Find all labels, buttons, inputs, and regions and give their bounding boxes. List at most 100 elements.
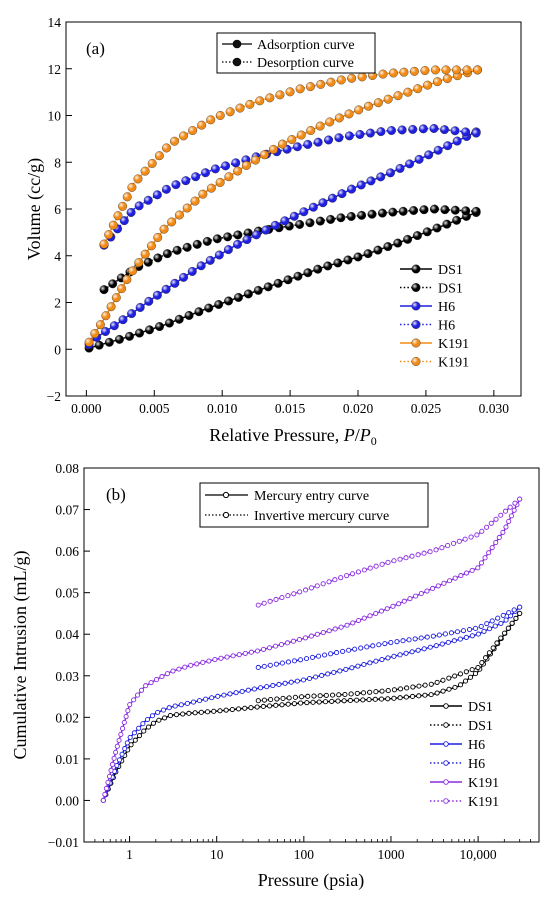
series-point-b-2: [258, 685, 264, 691]
series-point-b-0: [403, 694, 409, 700]
y-tick-label-b-8: 0.07: [55, 503, 79, 518]
series-point-b-3: [328, 651, 334, 657]
x-tick-label-a-5: 0.025: [411, 401, 442, 416]
series-point-b-2: [492, 623, 498, 629]
y-tick-label-a-2: 2: [54, 296, 61, 311]
series-point-shine-a-4: [224, 172, 234, 182]
series-point-b-2: [481, 628, 487, 634]
series-point-b-4: [302, 635, 308, 641]
series-point-b-2: [463, 634, 469, 640]
series-point-b-2: [116, 757, 123, 763]
series-point-shine-a-5: [215, 111, 225, 120]
series-point-shine-a-0: [442, 219, 452, 229]
series-point-b-5: [308, 585, 314, 591]
series-point-b-0: [310, 699, 316, 705]
y-tick-label-b-9: 0.08: [55, 461, 79, 476]
series-point-b-4: [407, 596, 413, 602]
series-point-b-4: [320, 629, 326, 636]
series-point-shine-a-0: [214, 300, 223, 309]
series-point-shine-a-3: [134, 201, 144, 211]
x-axis-label-a-var: P: [343, 425, 355, 445]
series-point-b-5: [379, 561, 385, 567]
series-point-b-2: [337, 668, 343, 674]
series-point-shine-a-3: [440, 125, 449, 134]
series-point-b-2: [445, 639, 451, 645]
series-point-b-4: [212, 657, 218, 663]
series-point-b-3: [495, 615, 501, 621]
series-point-shine-a-4: [112, 293, 121, 302]
x-axis-a: 0.000 0.005 0.010 0.015 0.020 0.025 0.030: [71, 390, 509, 416]
series-point-shine-a-5: [188, 126, 197, 135]
series-point-b-2: [166, 705, 172, 711]
series-point-b-2: [114, 763, 120, 769]
series-point-shine-a-0: [343, 255, 353, 265]
series-point-shine-a-4: [167, 217, 176, 227]
series-point-b-2: [325, 671, 331, 677]
series-point-b-2: [457, 636, 463, 642]
series-point-shine-a-2: [118, 315, 128, 325]
series-point-b-4: [489, 545, 495, 551]
series-point-shine-a-4: [128, 266, 137, 276]
series-point-shine-a-0: [303, 268, 313, 278]
series-point-b-4: [278, 641, 285, 648]
series-point-shine-a-3: [429, 124, 439, 133]
series-point-b-3: [466, 627, 473, 633]
series-point-b-2: [361, 661, 367, 668]
series-point-shine-a-0: [194, 307, 204, 316]
series-point-b-5: [502, 508, 509, 514]
series-point-b-4: [338, 624, 344, 630]
series-point-shine-a-1: [336, 213, 346, 223]
series-point-shine-a-5: [170, 136, 179, 146]
series-point-shine-a-4: [383, 94, 393, 104]
series-point-b-2: [215, 693, 221, 699]
series-point-b-3: [418, 635, 424, 641]
series-point-b-0: [335, 698, 341, 704]
series-point-shine-a-4: [153, 233, 163, 242]
series-point-b-4: [121, 719, 127, 726]
series-point-b-5: [332, 577, 338, 583]
series-point-b-3: [430, 633, 436, 639]
series-point-shine-a-3: [293, 142, 302, 152]
series-point-b-4: [441, 580, 447, 586]
series-point-shine-a-2: [347, 184, 356, 194]
series-point-b-3: [382, 641, 388, 647]
series-point-shine-a-2: [170, 279, 180, 288]
series-point-b-3: [442, 631, 448, 637]
series-point-shine-a-2: [366, 176, 376, 186]
series-point-shine-a-4: [198, 189, 208, 199]
series-point-shine-a-1: [451, 205, 460, 215]
series-point-shine-a-5: [441, 65, 451, 75]
series-point-b-4: [447, 578, 453, 584]
series-point-shine-a-0: [413, 231, 422, 240]
series-point-shine-a-1: [471, 207, 481, 216]
series-point-shine-a-2: [452, 136, 462, 146]
series-point-b-5: [279, 595, 285, 601]
series-point-b-4: [242, 650, 248, 656]
series-point-shine-a-5: [410, 67, 419, 76]
series-point-b-4: [218, 655, 224, 661]
series-point-shine-a-5: [316, 80, 325, 89]
legend-label-b-5: K191: [468, 795, 499, 810]
series-point-shine-a-1: [143, 257, 153, 267]
panel-label-a: (a): [86, 39, 105, 58]
series-point-shine-a-1: [388, 207, 398, 217]
series-point-b-0: [434, 690, 440, 696]
series-point-shine-a-4: [325, 117, 335, 127]
series-point-b-2: [306, 675, 313, 682]
series-point-b-5: [267, 598, 273, 604]
series-point-b-4: [111, 755, 117, 761]
y-tick-label-a-4: 6: [54, 202, 61, 217]
series-point-shine-a-5: [275, 90, 285, 100]
series-point-b-3: [400, 638, 406, 644]
y-tick-label-b-0: −0.01: [48, 835, 79, 850]
series-point-shine-a-3: [461, 127, 470, 137]
panel-label-b: (b): [106, 485, 126, 504]
series-point-shine-a-1: [440, 205, 450, 214]
series-point-shine-a-3: [408, 125, 418, 134]
series-point-b-2: [196, 698, 203, 704]
series-point-b-3: [406, 637, 412, 643]
series-point-shine-a-0: [283, 275, 293, 285]
series-point-shine-a-3: [324, 135, 333, 145]
series-point-b-4: [131, 697, 137, 703]
series-point-b-4: [135, 692, 141, 698]
